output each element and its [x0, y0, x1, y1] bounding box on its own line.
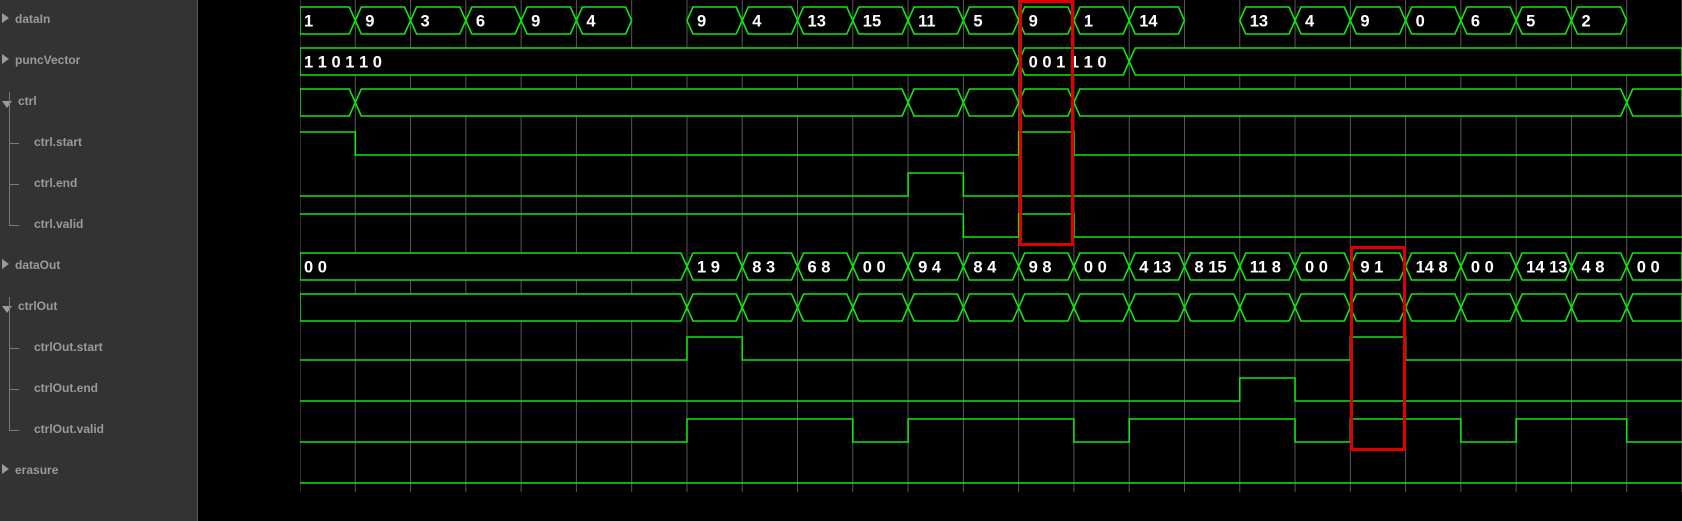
svg-text:0 0: 0 0 [1471, 259, 1494, 277]
svg-text:9: 9 [365, 13, 374, 31]
svg-text:0: 0 [1416, 13, 1425, 31]
svg-text:8 15: 8 15 [1194, 259, 1226, 277]
svg-text:0 0 1 1 1 0: 0 0 1 1 1 0 [1029, 54, 1107, 72]
svg-text:4: 4 [752, 13, 762, 31]
svg-text:9: 9 [1360, 13, 1369, 31]
svg-text:13: 13 [808, 13, 826, 31]
svg-text:0 0: 0 0 [863, 259, 886, 277]
svg-text:0 0: 0 0 [304, 259, 327, 277]
svg-text:11 8: 11 8 [1250, 259, 1281, 277]
svg-text:14: 14 [1139, 13, 1158, 31]
svg-text:8 3: 8 3 [752, 259, 775, 277]
svg-text:3: 3 [421, 13, 430, 31]
svg-text:1: 1 [1084, 13, 1093, 31]
svg-text:14 13: 14 13 [1526, 259, 1567, 277]
svg-text:6: 6 [1471, 13, 1480, 31]
svg-text:0 0: 0 0 [1637, 259, 1660, 277]
svg-text:6: 6 [476, 13, 485, 31]
svg-text:2: 2 [1581, 13, 1590, 31]
svg-text:1: 1 [304, 13, 313, 31]
svg-text:5: 5 [973, 13, 982, 31]
svg-text:4: 4 [1305, 13, 1315, 31]
svg-text:9: 9 [531, 13, 540, 31]
svg-text:1 1 0 1 1 0: 1 1 0 1 1 0 [304, 54, 382, 72]
svg-text:0 0: 0 0 [1305, 259, 1328, 277]
svg-text:9: 9 [697, 13, 706, 31]
svg-text:11: 11 [918, 13, 935, 31]
svg-text:0 0: 0 0 [1084, 259, 1107, 277]
svg-text:9 8: 9 8 [1029, 259, 1052, 277]
svg-text:14 8: 14 8 [1416, 259, 1448, 277]
svg-text:5: 5 [1526, 13, 1535, 31]
svg-text:13: 13 [1250, 13, 1268, 31]
svg-text:8 4: 8 4 [973, 259, 997, 277]
svg-text:6 8: 6 8 [808, 259, 831, 277]
svg-text:1 9: 1 9 [697, 259, 720, 277]
svg-text:4 8: 4 8 [1581, 259, 1604, 277]
svg-text:9 1: 9 1 [1360, 259, 1383, 277]
svg-text:9 4: 9 4 [918, 259, 942, 277]
svg-text:9: 9 [1029, 13, 1038, 31]
svg-text:15: 15 [863, 13, 881, 31]
svg-text:4 13: 4 13 [1139, 259, 1171, 277]
svg-text:4: 4 [586, 13, 596, 31]
